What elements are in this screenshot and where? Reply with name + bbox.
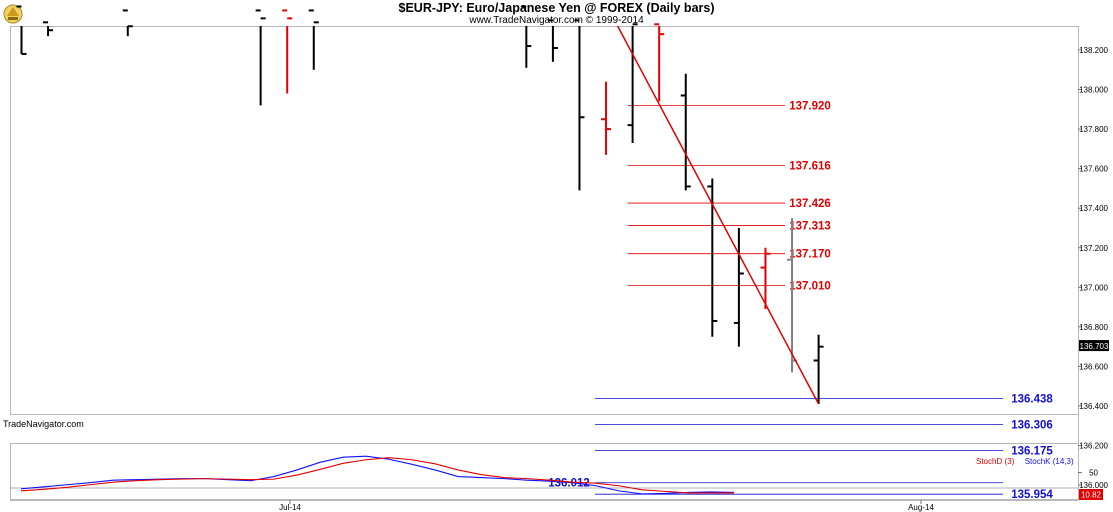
- chart-title: $EUR-JPY: Euro/Japanese Yen @ FOREX (Dai…: [398, 1, 715, 15]
- chart-subtitle: www.TradeNavigator.com © 1999-2014: [469, 15, 644, 26]
- x-axis-labels: Jul-14 Aug-14: [279, 500, 934, 512]
- ohlc-bar: [813, 334, 824, 405]
- ohlc-bar: [308, 9, 319, 70]
- price-tick-label: 137.600: [1079, 165, 1108, 174]
- price-tick-label: 137.400: [1079, 204, 1108, 213]
- support-label: 136.175: [1011, 446, 1053, 458]
- stoch-series-line: [20, 457, 734, 494]
- last-price-label: 136.703: [1080, 342, 1109, 351]
- price-bars: [16, 5, 824, 405]
- support-label: 136.306: [1011, 420, 1053, 432]
- ohlc-bar: [760, 247, 771, 310]
- ohlc-bar: [787, 218, 798, 373]
- ohlc-bar: [282, 9, 293, 94]
- support-label: 136.438: [1011, 393, 1053, 405]
- ohlc-bar: [547, 19, 558, 62]
- resistance-label: 137.313: [789, 220, 831, 232]
- price-tick-label: 137.800: [1079, 125, 1108, 134]
- ohlc-bar: [255, 9, 266, 106]
- price-levels: 137.920 137.616 137.426 137.313 137.170 137.0…: [548, 100, 1053, 501]
- stochastic-panel: 50 10.82: [10, 455, 1103, 500]
- support-label: 135.954: [1011, 489, 1053, 501]
- ohlc-bar: [43, 21, 54, 37]
- ohlc-bar: [574, 19, 585, 191]
- price-tick-label: 138.200: [1079, 46, 1108, 55]
- stochd-legend-label: StochD (3): [976, 457, 1015, 466]
- ohlc-bar: [733, 228, 744, 347]
- stoch-last-box: [1079, 489, 1103, 500]
- x-tick-label: Aug-14: [908, 503, 934, 512]
- trendline-group: [616, 25, 820, 405]
- resistance-label: 137.920: [789, 100, 831, 112]
- ohlc-bar: [627, 23, 638, 143]
- stoch-panel-frame: [10, 443, 1079, 500]
- price-tick-label: 137.200: [1079, 244, 1108, 253]
- price-tick-label: 138.000: [1079, 86, 1108, 95]
- resistance-label: 137.426: [789, 198, 831, 210]
- resistance-label: 137.010: [789, 280, 831, 292]
- ohlc-bar: [654, 23, 665, 102]
- ohlc-bar: [16, 5, 27, 55]
- price-tick-label: 136.000: [1079, 481, 1108, 490]
- resistance-label: 137.616: [789, 161, 831, 173]
- watermark-text: TradeNavigator.com: [3, 419, 84, 429]
- resistance-label: 137.170: [789, 249, 831, 261]
- stoch-last-label: 10.82: [1081, 491, 1102, 500]
- price-panel-frame: [10, 26, 1079, 415]
- ohlc-bar: [601, 81, 612, 155]
- ohlc-bar: [680, 73, 691, 191]
- tradenavigator-logo-icon: [2, 2, 24, 24]
- stochk-legend-label: StochK (14,3): [1024, 457, 1074, 466]
- down-trendline: [616, 25, 820, 405]
- ohlc-bar: [707, 178, 718, 337]
- ohlc-bar: [122, 9, 133, 37]
- price-tick-label: 136.200: [1079, 442, 1108, 451]
- stoch-series-line: [20, 455, 735, 495]
- price-tick-label: 136.600: [1079, 362, 1108, 371]
- stoch-legend: StochD (3) StochK (14,3): [976, 457, 1074, 466]
- price-tick-label: 136.400: [1079, 402, 1108, 411]
- x-tick-label: Jul-14: [279, 503, 301, 512]
- price-axis: 138.200 138.000 137.800 137.600 137.400 137.2…: [1078, 46, 1109, 490]
- price-tick-label: 137.000: [1079, 283, 1108, 292]
- last-price-box: [1079, 340, 1109, 352]
- price-tick-label: 136.800: [1079, 323, 1108, 332]
- stoch-tick-label: 50: [1089, 469, 1098, 478]
- ohlc-bar: [521, 5, 532, 68]
